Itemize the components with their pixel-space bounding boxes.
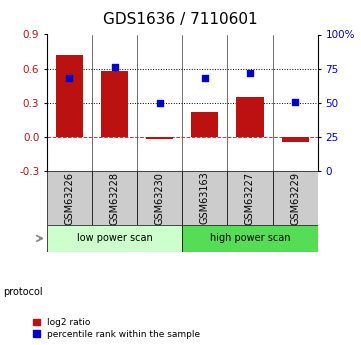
Bar bbox=[273, 171, 318, 225]
Bar bbox=[236, 97, 264, 137]
Point bbox=[67, 76, 73, 81]
Text: GSM63226: GSM63226 bbox=[65, 171, 74, 225]
Text: high power scan: high power scan bbox=[210, 234, 290, 244]
Bar bbox=[227, 171, 273, 225]
Bar bbox=[101, 71, 128, 137]
Point bbox=[292, 99, 298, 104]
Text: GSM63229: GSM63229 bbox=[290, 171, 300, 225]
Text: GSM63163: GSM63163 bbox=[200, 172, 210, 225]
Text: GSM63227: GSM63227 bbox=[245, 171, 255, 225]
Bar bbox=[137, 171, 182, 225]
Text: GSM63228: GSM63228 bbox=[110, 171, 119, 225]
Bar bbox=[56, 55, 83, 137]
Text: GSM63230: GSM63230 bbox=[155, 172, 165, 225]
Bar bbox=[191, 112, 218, 137]
Point bbox=[247, 70, 253, 76]
Point bbox=[112, 65, 118, 70]
Text: GDS1636 / 7110601: GDS1636 / 7110601 bbox=[103, 12, 258, 27]
Text: protocol: protocol bbox=[4, 287, 43, 296]
Point bbox=[202, 76, 208, 81]
Bar bbox=[282, 137, 309, 142]
Bar bbox=[182, 171, 227, 225]
Bar bbox=[182, 225, 318, 252]
Legend: log2 ratio, percentile rank within the sample: log2 ratio, percentile rank within the s… bbox=[34, 318, 200, 339]
Point bbox=[157, 100, 162, 106]
Text: low power scan: low power scan bbox=[77, 234, 152, 244]
Bar bbox=[92, 171, 137, 225]
Bar bbox=[47, 171, 92, 225]
Bar bbox=[146, 137, 173, 139]
Bar bbox=[47, 225, 182, 252]
